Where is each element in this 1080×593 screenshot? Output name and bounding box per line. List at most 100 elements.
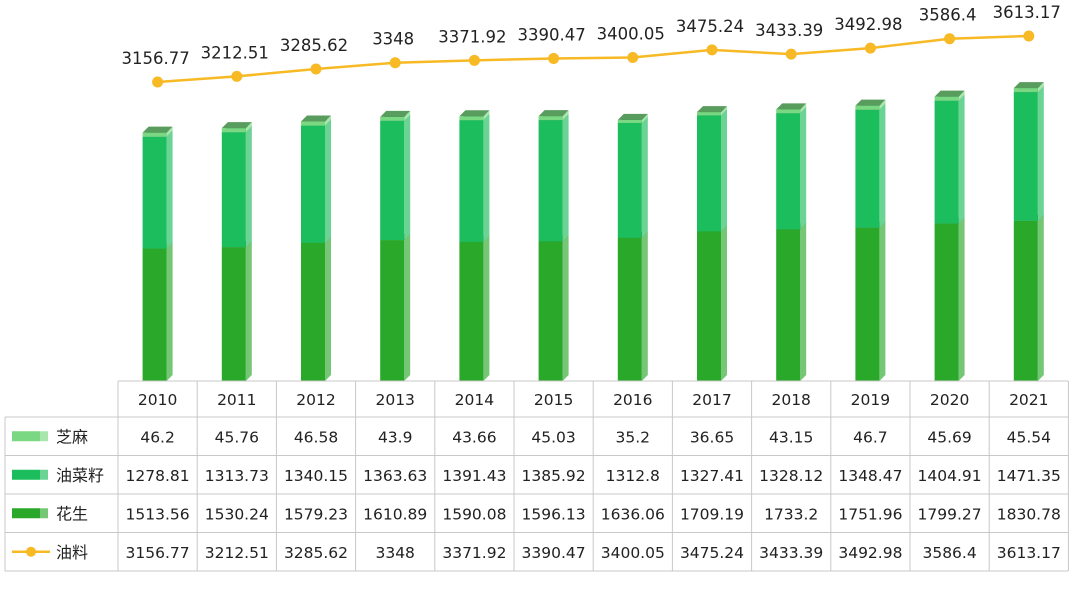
bar-side xyxy=(404,110,411,121)
bar-top xyxy=(1013,82,1044,89)
line-point-2016 xyxy=(627,51,639,63)
table-cell-芝麻-2012: 46.58 xyxy=(294,428,338,446)
bar-花生-2016 xyxy=(617,231,648,381)
bar-front xyxy=(697,231,721,381)
data-label-2011: 3212.51 xyxy=(201,43,269,62)
table-cell-花生-2012: 1579.23 xyxy=(284,505,348,523)
bar-side xyxy=(721,225,727,381)
bar-side xyxy=(404,114,411,241)
bar-花生-2013 xyxy=(380,234,411,381)
bar-side xyxy=(562,114,569,242)
table-cell-芝麻-2010: 46.2 xyxy=(140,428,175,446)
bar-front xyxy=(380,120,405,241)
data-label-2019: 3492.98 xyxy=(834,15,902,34)
table-cell-油料-2015: 3390.47 xyxy=(522,544,586,562)
table-cell-油菜籽-2014: 1391.43 xyxy=(442,467,506,485)
bar-芝麻-2020 xyxy=(934,90,965,101)
line-point-2015 xyxy=(548,52,560,64)
bar-芝麻-2011 xyxy=(221,122,252,133)
table-cell-花生-2018: 1733.2 xyxy=(764,505,818,523)
bar-side xyxy=(958,217,965,381)
bar-layer xyxy=(142,82,1044,381)
bar-side xyxy=(958,90,965,101)
data-label-2017: 3475.24 xyxy=(676,17,744,36)
legend-label-油料: 油料 xyxy=(56,543,88,562)
table-cell-油料-2018: 3433.39 xyxy=(759,544,823,562)
bar-芝麻-2013 xyxy=(380,110,411,121)
table-cell-芝麻-2017: 36.65 xyxy=(690,428,734,446)
line-油料 xyxy=(157,34,1029,84)
table-cell-油菜籽-2020: 1404.91 xyxy=(918,467,982,485)
line-point-2017 xyxy=(706,44,718,56)
bar-芝麻-2017 xyxy=(697,106,727,116)
table-cell-油菜籽-2021: 1471.35 xyxy=(997,467,1061,485)
table-cell-油料-2020: 3586.4 xyxy=(922,544,976,562)
tick-label-2015: 2015 xyxy=(534,391,573,409)
table-cell-油菜籽-2019: 1348.47 xyxy=(838,467,902,485)
data-label-2014: 3371.92 xyxy=(438,27,506,46)
tick-label-2021: 2021 xyxy=(1009,391,1048,409)
bar-花生-2021 xyxy=(1013,214,1044,381)
table-cell-花生-2013: 1610.89 xyxy=(363,505,427,523)
table-cell-油料-2012: 3285.62 xyxy=(284,544,348,562)
legend-key-side-油菜籽 xyxy=(40,469,48,480)
table-cell-芝麻-2019: 46.7 xyxy=(853,428,888,446)
legend-key-油菜籽 xyxy=(12,469,40,480)
bar-front xyxy=(301,242,325,381)
bar-油菜籽-2014 xyxy=(459,114,490,242)
legend-key-side-花生 xyxy=(40,508,48,519)
data-label-2021: 3613.17 xyxy=(993,3,1061,22)
bar-front xyxy=(855,227,880,381)
bar-side xyxy=(641,231,648,381)
bar-front xyxy=(1013,220,1038,381)
bar-side xyxy=(641,113,648,123)
bar-side xyxy=(721,106,727,116)
line-point-2010 xyxy=(152,76,164,88)
bar-front xyxy=(617,119,642,123)
table-cell-油料-2021: 3613.17 xyxy=(997,544,1061,562)
bar-front xyxy=(934,96,959,101)
bar-side xyxy=(245,122,252,133)
table-cell-芝麻-2021: 45.54 xyxy=(1007,428,1051,446)
bar-front xyxy=(142,136,167,249)
line-point-2014 xyxy=(468,54,480,66)
bar-side xyxy=(166,130,173,249)
bar-side xyxy=(483,110,490,121)
table-cell-油料-2013: 3348 xyxy=(375,544,414,562)
line-point-2019 xyxy=(864,42,876,54)
line-point-2021 xyxy=(1023,30,1035,42)
bar-芝麻-2019 xyxy=(855,99,886,110)
bar-side xyxy=(1037,82,1044,93)
bar-油菜籽-2020 xyxy=(934,94,965,224)
bar-芝麻-2021 xyxy=(1013,82,1044,93)
bar-花生-2015 xyxy=(538,235,569,381)
bar-top xyxy=(617,113,648,120)
bar-花生-2011 xyxy=(221,241,252,381)
bar-top xyxy=(855,99,886,106)
bar-油菜籽-2011 xyxy=(221,126,252,248)
bar-side xyxy=(879,103,886,228)
bar-花生-2017 xyxy=(697,225,727,381)
line-point-2018 xyxy=(785,48,797,60)
bar-front xyxy=(459,241,484,381)
bar-花生-2020 xyxy=(934,217,965,381)
table-cell-花生-2017: 1709.19 xyxy=(680,505,744,523)
table-cell-油料-2014: 3371.92 xyxy=(442,544,506,562)
table-cell-芝麻-2011: 45.76 xyxy=(215,428,259,446)
bar-油菜籽-2017 xyxy=(697,109,727,232)
table-cell-油菜籽-2016: 1312.8 xyxy=(606,467,660,485)
table-cell-花生-2021: 1830.78 xyxy=(997,505,1061,523)
table-cell-芝麻-2013: 43.9 xyxy=(378,428,413,446)
bar-side xyxy=(562,235,569,381)
bar-油菜籽-2021 xyxy=(1013,86,1044,221)
bar-front xyxy=(776,113,801,230)
bar-front xyxy=(855,109,880,228)
bar-top xyxy=(538,110,569,117)
table-cell-油料-2011: 3212.51 xyxy=(205,544,269,562)
bar-芝麻-2012 xyxy=(301,115,331,126)
table-cell-芝麻-2014: 43.66 xyxy=(452,428,496,446)
tick-label-2012: 2012 xyxy=(296,391,335,409)
bar-side xyxy=(166,242,173,381)
tick-label-2010: 2010 xyxy=(138,391,177,409)
